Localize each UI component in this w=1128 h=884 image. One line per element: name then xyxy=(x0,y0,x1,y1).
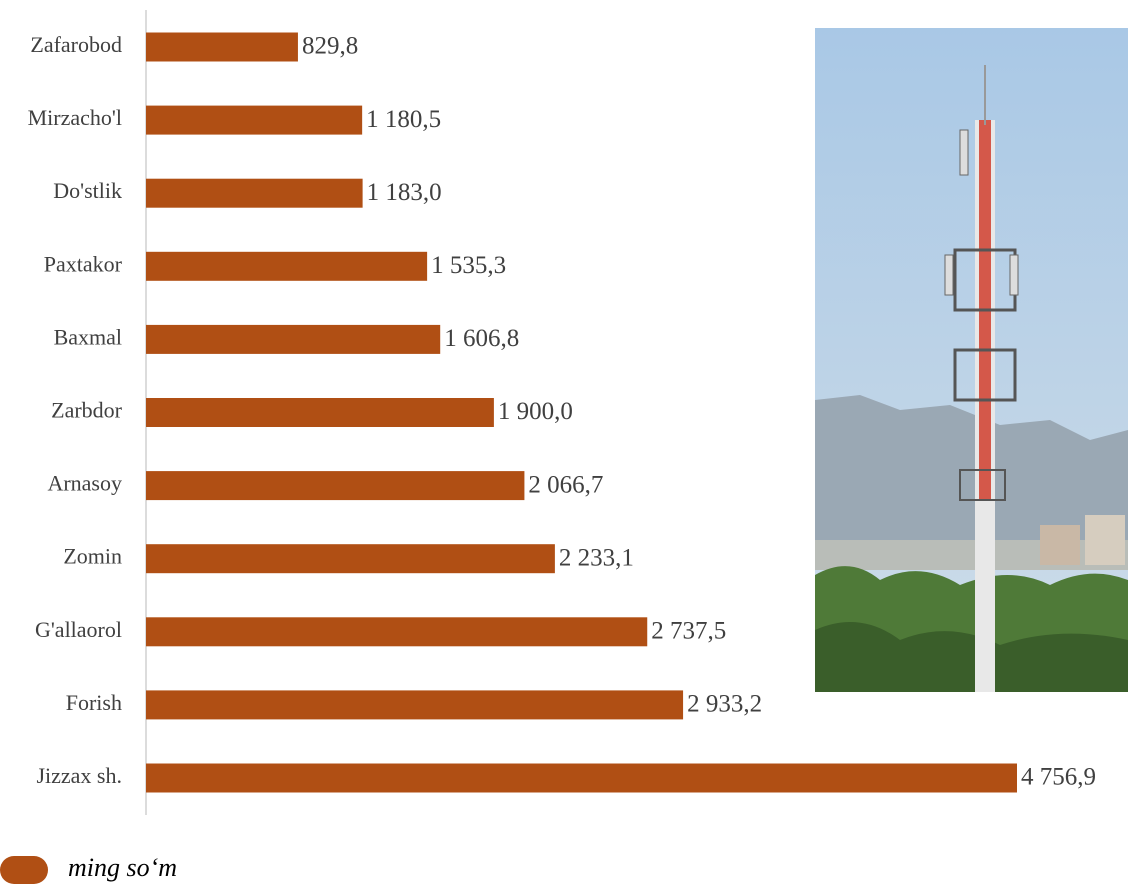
bar xyxy=(146,544,555,573)
y-tick-label: Zomin xyxy=(63,544,122,569)
data-label: 1 900,0 xyxy=(498,398,573,425)
data-label: 1 183,0 xyxy=(367,179,442,206)
y-tick-label: Arnasoy xyxy=(47,471,122,496)
legend-label: ming so‘m xyxy=(68,853,177,882)
bar xyxy=(146,252,427,281)
y-tick-label: Do'stlik xyxy=(53,178,122,203)
y-tick-label: Mirzacho'l xyxy=(28,105,122,130)
y-tick-label: Paxtakor xyxy=(44,251,123,276)
bar xyxy=(146,325,440,354)
bar xyxy=(146,617,647,646)
data-label: 1 180,5 xyxy=(366,106,441,133)
data-label: 2 933,2 xyxy=(687,691,762,718)
y-tick-label: Jizzax sh. xyxy=(36,763,122,788)
bar xyxy=(146,690,683,719)
data-label: 1 606,8 xyxy=(444,325,519,352)
data-label: 1 535,3 xyxy=(431,252,506,279)
chart: ming so‘m Zafarobod 829,8 Mirzacho'l 1 180,… xyxy=(0,0,1128,884)
bar xyxy=(146,179,363,208)
data-label: 829,8 xyxy=(302,33,358,60)
y-tick-label: Zafarobod xyxy=(30,32,122,57)
y-tick-label: Forish xyxy=(66,690,122,715)
legend-swatch xyxy=(0,856,48,884)
bar xyxy=(146,471,524,500)
bar xyxy=(146,764,1017,793)
data-label: 2 066,7 xyxy=(528,471,603,498)
bar xyxy=(146,33,298,62)
bar xyxy=(146,106,362,135)
y-tick-label: Zarbdor xyxy=(51,398,123,423)
data-label: 4 756,9 xyxy=(1021,764,1096,791)
photo xyxy=(815,28,1128,692)
data-label: 2 233,1 xyxy=(559,544,634,571)
bar xyxy=(146,398,494,427)
y-tick-label: G'allaorol xyxy=(35,617,122,642)
y-tick-label: Baxmal xyxy=(54,324,122,349)
data-label: 2 737,5 xyxy=(651,618,726,645)
